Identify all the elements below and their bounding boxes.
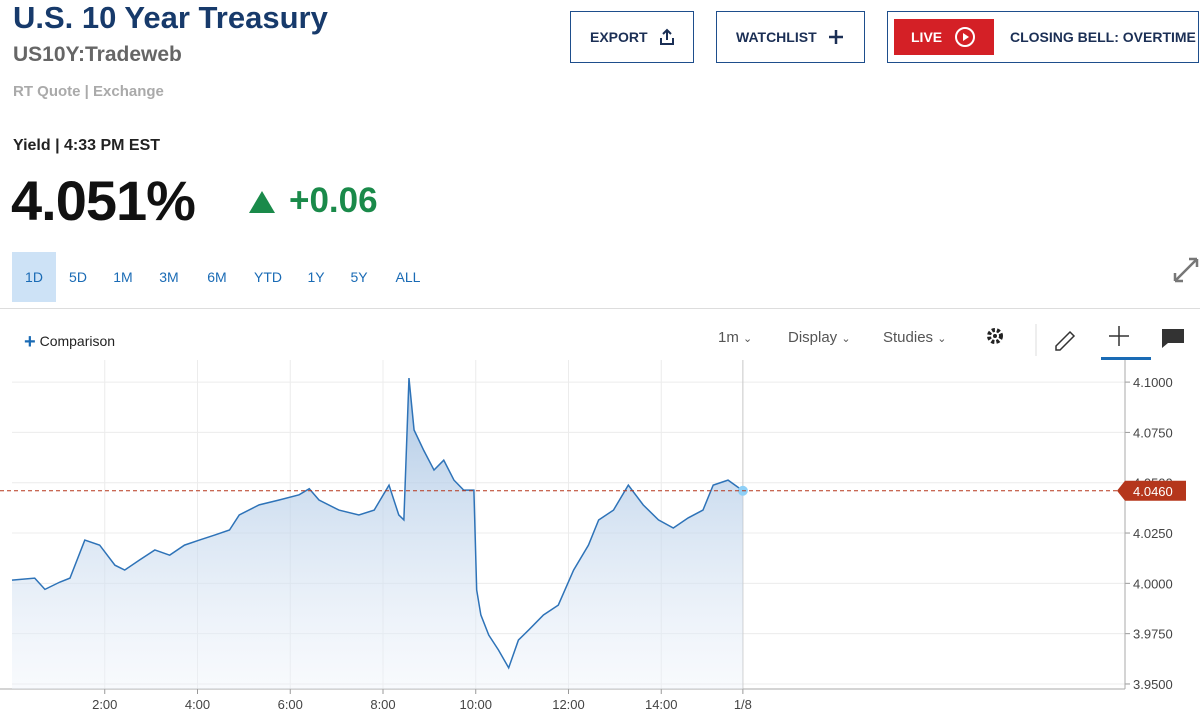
range-tab[interactable]: 1Y [307,269,325,285]
range-tab[interactable]: 5D [69,269,87,285]
quote-source: RT Quote | Exchange [13,83,164,100]
range-tab[interactable]: 1D [12,252,56,302]
watchlist-label: WATCHLIST [736,29,817,45]
chart-tools [987,324,1184,360]
area [12,378,743,689]
x-tick-label: 14:00 [645,697,678,712]
change: +0.06 [289,181,378,220]
y-tick-label: 4.1000 [1133,375,1173,390]
live-badge: LIVE [894,19,994,55]
export-button[interactable]: EXPORT [570,11,694,63]
live-button[interactable]: LIVE CLOSING BELL: OVERTIME [887,11,1199,63]
range-tab[interactable]: YTD [254,269,282,285]
plus-icon [828,30,843,44]
price-label-box [1117,480,1186,501]
y-tick-label: 4.0250 [1133,526,1173,541]
interval-label: 1m [718,329,739,346]
x-tick-label: 2:00 [92,697,117,712]
export-label: EXPORT [590,29,648,45]
symbol: US10Y:Tradeweb [13,43,182,66]
y-tick-label: 3.9750 [1133,627,1173,642]
studies-label: Studies [883,329,934,346]
comparison-label: Comparison [39,333,116,349]
display-select[interactable]: Display ⌄ [788,329,851,346]
range-tab[interactable]: 3M [159,269,179,285]
range-tab[interactable]: 1M [113,269,133,285]
range-tab[interactable]: 5Y [350,269,368,285]
expand-icon[interactable] [1172,254,1200,284]
y-tick-label: 4.0000 [1133,576,1173,591]
title: U.S. 10 Year Treasury [13,0,328,35]
x-tick-label: 1/8 [734,697,752,712]
range-tab[interactable]: 6M [207,269,227,285]
price-label: 4.0460 [1133,484,1173,499]
divider [0,308,1200,309]
yield-time: Yield | 4:33 PM EST [13,137,161,154]
play-icon [955,27,976,47]
x-tick-label: 8:00 [370,697,395,712]
active-tool-underline [1101,357,1151,360]
crosshair-icon[interactable] [1109,326,1129,346]
line [11,377,744,670]
live-show: CLOSING BELL: OVERTIME [1010,29,1196,45]
chart: 3.95003.97504.00004.02504.05004.07504.10… [0,360,1186,712]
watchlist-button[interactable]: WATCHLIST [716,11,865,63]
display-label: Display [788,329,838,346]
x-tick-label: 10:00 [459,697,492,712]
interval-select[interactable]: 1m ⌄ [718,329,753,346]
x-tick-label: 4:00 [185,697,210,712]
y-tick-label: 4.0750 [1133,425,1173,440]
comparison-button[interactable]: + Comparison [24,331,116,353]
y-tick-label: 3.9500 [1133,677,1173,692]
studies-select[interactable]: Studies ⌄ [883,329,947,346]
comment-icon[interactable] [1162,329,1184,348]
draw-icon[interactable] [1055,330,1076,351]
x-tick-label: 6:00 [278,697,303,712]
range-tab[interactable]: ALL [395,269,421,285]
x-tick-label: 12:00 [552,697,585,712]
live-label: LIVE [911,29,943,45]
export-icon [659,28,674,45]
settings-icon[interactable] [987,328,1003,344]
up-arrow [249,191,275,213]
price: 4.051% [11,169,196,232]
